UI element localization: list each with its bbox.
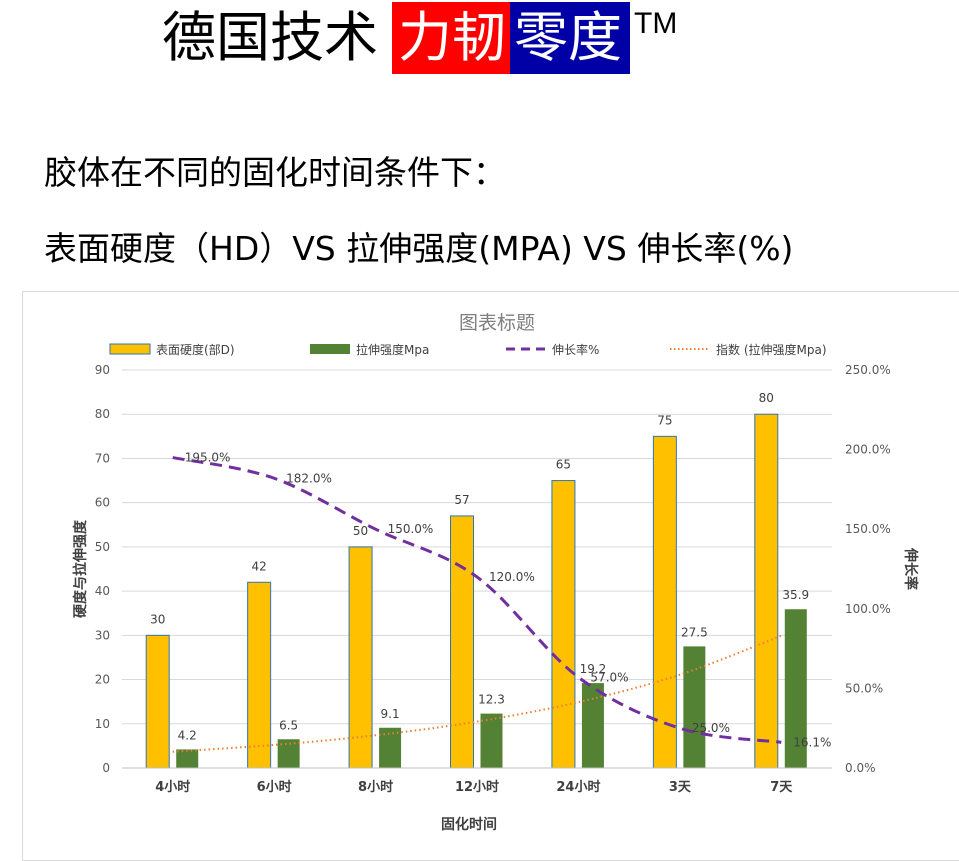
data-label-hardness: 42 — [252, 559, 267, 573]
data-label-strength: 12.3 — [478, 693, 505, 707]
y2-tick-label: 200.0% — [845, 443, 891, 457]
data-label-strength: 4.2 — [178, 728, 197, 742]
data-label-elongation: 150.0% — [388, 522, 434, 536]
bar-strength — [683, 646, 706, 768]
y-tick-label: 90 — [95, 363, 110, 377]
bar-hardness — [450, 515, 474, 769]
data-label-elongation: 120.0% — [489, 570, 535, 584]
y2-axis-title: 伸长率 — [902, 547, 919, 590]
data-label-strength: 9.1 — [381, 707, 400, 721]
bar-strength — [277, 739, 300, 768]
bar-strength — [581, 683, 604, 768]
x-tick-label: 8小时 — [358, 779, 393, 795]
bar-strength — [379, 727, 402, 768]
data-label-elongation: 16.1% — [793, 735, 831, 749]
x-tick-label: 6小时 — [257, 779, 292, 795]
data-label-hardness: 57 — [454, 493, 469, 507]
bar-hardness — [145, 634, 170, 769]
x-tick-label: 3天 — [669, 780, 692, 795]
bar-hardness — [551, 480, 576, 769]
line-elongation — [172, 456, 782, 744]
legend-swatch-hardness — [109, 343, 151, 355]
data-label-hardness: 80 — [759, 391, 774, 405]
y-tick-label: 60 — [95, 496, 110, 510]
chart-title: 图表标题 — [459, 312, 535, 334]
x-tick-label: 24小时 — [556, 779, 600, 795]
data-label-hardness: 65 — [556, 458, 571, 472]
data-label-elongation: 57.0% — [590, 670, 628, 684]
legend-label-strength: 拉伸强度Mpa — [356, 342, 429, 357]
x-tick-label: 12小时 — [455, 779, 499, 795]
data-label-strength: 6.5 — [279, 718, 298, 732]
y-tick-label: 70 — [95, 451, 110, 465]
data-label-strength: 27.5 — [681, 625, 708, 639]
y-tick-label: 10 — [95, 717, 110, 731]
y-tick-label: 0 — [102, 761, 110, 775]
heading-line-1: 胶体在不同的固化时间条件下： — [44, 153, 506, 192]
x-tick-label: 4小时 — [155, 779, 190, 795]
y2-tick-label: 150.0% — [845, 522, 891, 536]
y-tick-label: 50 — [95, 540, 110, 554]
data-label-strength: 35.9 — [782, 588, 809, 602]
y-tick-label: 40 — [95, 584, 110, 598]
bar-hardness — [348, 546, 373, 769]
bar-hardness — [247, 581, 272, 769]
bar-strength — [480, 713, 503, 768]
legend-label-hardness: 表面硬度(部D) — [156, 342, 235, 357]
data-label-elongation: 25.0% — [692, 721, 730, 735]
y-axis-title: 硬度与拉伸强度 — [72, 519, 89, 618]
bar-hardness — [754, 413, 779, 769]
data-label-hardness: 50 — [353, 524, 368, 538]
y-tick-label: 80 — [95, 407, 110, 421]
heading-line-2: 表面硬度（HD）VS 拉伸强度(MPA) VS 伸长率(%) — [44, 229, 794, 268]
x-axis-title: 固化时间 — [441, 816, 497, 833]
bar-hardness — [652, 435, 677, 769]
y-tick-label: 20 — [95, 673, 110, 687]
y2-tick-label: 100.0% — [845, 602, 891, 616]
brand-red-block: 力韧 — [392, 2, 510, 74]
legend-label-trendline: 指数 (拉伸强度Mpa) — [716, 342, 827, 357]
y2-tick-label: 250.0% — [845, 363, 891, 377]
bar-strength — [176, 749, 199, 768]
y2-tick-label: 50.0% — [845, 681, 883, 695]
data-label-strength: 19.2 — [580, 662, 607, 676]
data-label-elongation: 195.0% — [185, 451, 231, 465]
data-label-hardness: 75 — [657, 413, 672, 427]
x-tick-label: 7天 — [770, 780, 793, 795]
legend-label-elongation: 伸长率% — [552, 342, 599, 357]
trendline-strength — [172, 634, 782, 753]
legend-swatch-strength — [310, 344, 350, 354]
bar-strength — [784, 609, 807, 768]
trademark: TM — [634, 7, 678, 40]
brand-blue-block: 零度 — [510, 2, 630, 74]
brand-logo: 德国技术 力韧 零度 TM — [162, 2, 677, 74]
y2-tick-label: 0.0% — [845, 761, 876, 775]
data-label-elongation: 182.0% — [286, 471, 332, 485]
data-label-hardness: 30 — [150, 612, 165, 626]
brand-text: 德国技术 — [162, 6, 378, 69]
y-tick-label: 30 — [95, 628, 110, 642]
